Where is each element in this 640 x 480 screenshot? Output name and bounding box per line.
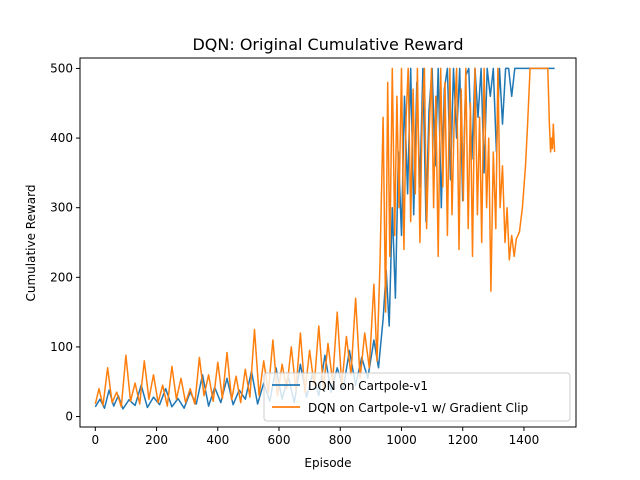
x-tick-label: 0 xyxy=(91,433,99,447)
plot-frame xyxy=(79,57,577,428)
x-tick-label: 1000 xyxy=(386,433,417,447)
y-tick-label: 300 xyxy=(50,201,73,215)
x-tick-label: 1400 xyxy=(509,433,540,447)
y-tick-label: 0 xyxy=(65,410,73,424)
legend-label-1: DQN on Cartpole-v1 xyxy=(308,379,428,393)
series-line-1 xyxy=(94,67,555,410)
x-tick-label: 800 xyxy=(329,433,352,447)
y-tick-label: 400 xyxy=(50,131,73,145)
y-tick-label: 200 xyxy=(50,270,73,284)
y-axis: 0 100 200 300 400 500 xyxy=(50,61,80,424)
series-layer xyxy=(94,67,556,410)
legend-box xyxy=(263,372,571,422)
y-tick-label: 100 xyxy=(50,340,73,354)
x-tick-label: 600 xyxy=(268,433,291,447)
series-line-2 xyxy=(94,67,556,408)
x-axis-label: Episode xyxy=(304,456,351,470)
legend-label-2: DQN on Cartpole-v1 w/ Gradient Clip xyxy=(308,401,528,415)
y-tick-label: 500 xyxy=(50,61,73,75)
x-tick-label: 200 xyxy=(145,433,168,447)
legend: DQN on Cartpole-v1 DQN on Cartpole-v1 w/… xyxy=(263,372,571,422)
x-tick-label: 1200 xyxy=(447,433,478,447)
x-tick-label: 400 xyxy=(206,433,229,447)
chart-title: DQN: Original Cumulative Reward xyxy=(192,35,463,54)
y-axis-label: Cumulative Reward xyxy=(24,185,38,302)
x-axis: 0 200 400 600 800 1000 1200 1400 xyxy=(91,427,539,447)
